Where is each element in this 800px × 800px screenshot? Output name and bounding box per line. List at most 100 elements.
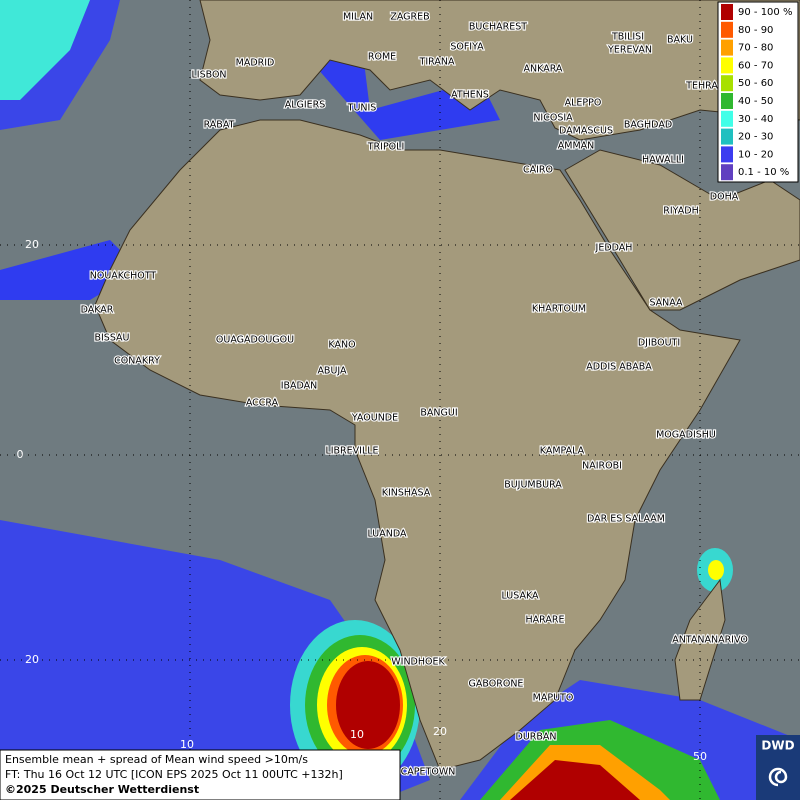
city-label: IBADAN [281, 381, 318, 392]
legend-label: 30 - 40 [738, 114, 773, 125]
city-label: BUCHAREST [469, 22, 527, 33]
city-label: BUJUMBURA [504, 480, 562, 491]
legend-label: 20 - 30 [738, 132, 773, 143]
legend-label: 70 - 80 [738, 43, 773, 54]
city-label: RABAT [204, 120, 235, 131]
city-label: HAWALLI [642, 155, 684, 166]
city-label: LIBREVILLE [325, 446, 378, 457]
city-label: OUAGADOUGOU [216, 335, 294, 346]
city-label: KAMPALA [540, 446, 585, 457]
land [94, 0, 800, 771]
city-label: TIRANA [419, 57, 455, 68]
city-label: BANGUI [420, 408, 457, 419]
legend-swatch [721, 75, 733, 92]
footer-box [0, 749, 401, 800]
city-label: CONAKRY [114, 356, 160, 367]
legend-label: 60 - 70 [738, 60, 773, 71]
city-label: ABUJA [317, 366, 347, 377]
city-label: ALEPPO [565, 98, 602, 109]
city-label: GABORONE [469, 679, 524, 690]
city-label: DURBAN [516, 732, 557, 743]
legend: 90 - 100 % 80 - 90 70 - 80 60 - 70 50 - 60 40… [721, 4, 792, 181]
city-label: ATHENS [451, 90, 489, 101]
legend-swatch [721, 128, 733, 145]
city-label: NOUAKCHOTT [90, 271, 157, 282]
logo: DWD [761, 739, 794, 753]
city-label: ROME [368, 52, 396, 63]
legend-swatch [721, 21, 733, 38]
grid-label: 20 [25, 653, 39, 666]
legend-swatch [721, 146, 733, 163]
grid-labels: 20 0 20 10 20 10 50 [17, 238, 708, 763]
legend-swatch [721, 57, 733, 74]
legend-swatch [721, 93, 733, 109]
city-label: LUSAKA [501, 591, 539, 602]
legend-label: 40 - 50 [738, 96, 773, 107]
legend-swatch [721, 4, 733, 20]
city-label: ANKARA [524, 64, 563, 75]
city-label: TRIPOLI [367, 142, 405, 153]
city-label: TEHRA [685, 81, 718, 92]
city-label: WINDHOEK [391, 657, 445, 668]
legend-label: 50 - 60 [738, 78, 773, 89]
city-label: KANO [328, 340, 355, 351]
city-label: DOHA [710, 192, 739, 203]
footer-line: Ensemble mean + spread of Mean wind spee… [5, 753, 308, 766]
legend-swatch [721, 110, 733, 127]
city-label: LUANDA [367, 529, 407, 540]
grid-label: 20 [433, 725, 447, 738]
footer-line: FT: Thu 16 Oct 12 UTC [ICON EPS 2025 Oct… [5, 768, 343, 781]
city-label: CAIRO [523, 165, 553, 176]
grid-label: 10 [350, 728, 364, 741]
city-label: ADDIS ABABA [586, 362, 652, 373]
city-label: JEDDAH [595, 243, 633, 254]
city-label: CAPETOWN [401, 767, 456, 778]
city-label: DAMASCUS [559, 126, 613, 137]
city-label: RIYADH [663, 206, 698, 217]
city-label: AMMAN [558, 141, 595, 152]
logo-icon [768, 767, 788, 787]
city-label: DJIBOUTI [638, 338, 680, 349]
grid-label: 50 [693, 750, 707, 763]
city-label: NAIROBI [582, 461, 622, 472]
city-label: MILAN [343, 12, 373, 23]
city-label: YAOUNDE [351, 413, 398, 424]
city-label: LISBON [191, 70, 226, 81]
city-label: SOFIYA [450, 42, 484, 53]
grid-label: 10 [180, 738, 194, 751]
city-label: ANTANANARIVO [672, 635, 748, 646]
city-label: KINSHASA [382, 488, 431, 499]
city-label: HARARE [526, 615, 565, 626]
footer-line: ©2025 Deutscher Wetterdienst [5, 783, 199, 796]
city-label: MAPUTO [533, 693, 574, 704]
city-label: NICOSIA [533, 113, 573, 124]
city-label: DAKAR [81, 305, 114, 316]
city-label: BAKU [667, 35, 693, 46]
city-label: MOGADISHU [656, 430, 716, 441]
city-label: DAR ES SALAAM [587, 514, 665, 525]
legend-label: 90 - 100 % [738, 7, 792, 18]
city-label: ALGIERS [285, 100, 326, 111]
grid-label: 20 [25, 238, 39, 251]
legend-label: 80 - 90 [738, 25, 773, 36]
city-label: BISSAU [94, 333, 129, 344]
grid-label: 0 [17, 448, 24, 461]
city-label: TBILISI [611, 32, 644, 43]
legend-swatch [721, 164, 733, 181]
city-label: SANAA [649, 298, 683, 309]
city-label: ZAGREB [390, 12, 429, 23]
city-label: TUNIS [347, 103, 377, 114]
legend-label: 10 - 20 [738, 149, 773, 160]
city-label: ACCRA [246, 398, 279, 409]
logo-box [756, 735, 800, 800]
city-label: MADRID [236, 58, 275, 69]
city-label: YEREVAN [607, 45, 652, 56]
city-label: BAGHDAD [624, 120, 672, 131]
legend-swatch [721, 39, 733, 56]
city-label: KHARTOUM [532, 304, 586, 315]
city-labels: MILAN ZAGREB BUCHAREST BAKU TBILISI YEREVAN TE… [79, 10, 748, 778]
